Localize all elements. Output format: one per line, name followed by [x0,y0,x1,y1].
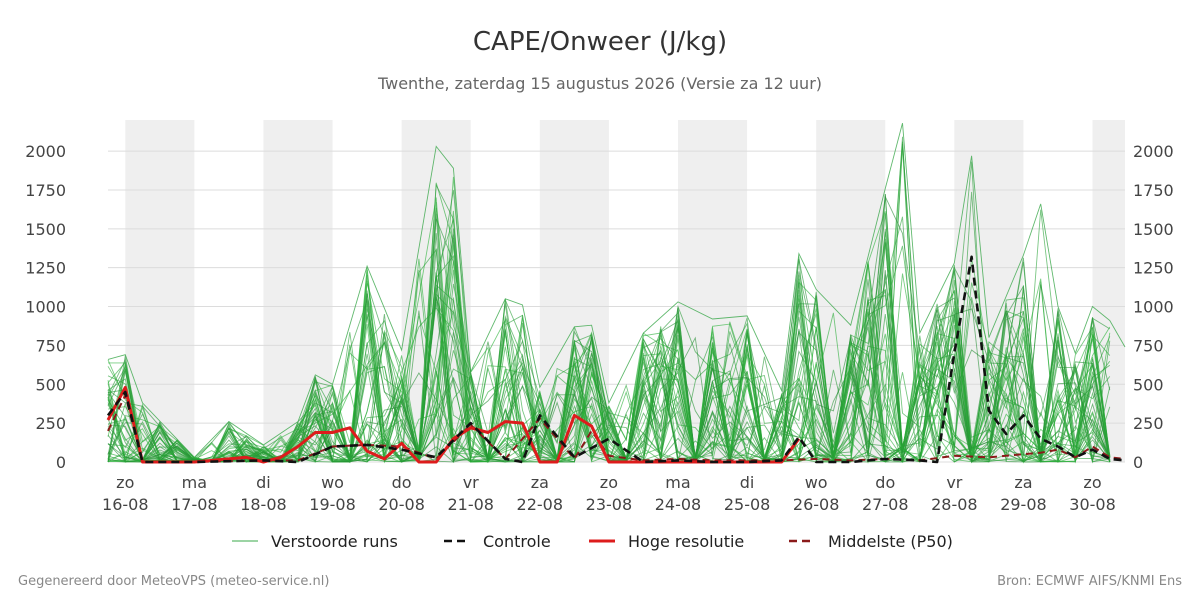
x-tick-day: do [392,473,412,492]
legend: Verstoorde runs Controle Hoge resolutie Mid… [232,532,953,551]
y-tick-label: 2000 [25,142,66,161]
x-tick-day: ma [665,473,690,492]
y-tick-label: 1750 [25,181,66,200]
x-tick-day: zo [1083,473,1101,492]
x-axis: zo 16-08 ma 17-08 di 18-08 wo 19-08 do 20-08 vr 21-… [102,473,1116,514]
x-tick-day: vr [463,473,479,492]
x-tick-day: za [531,473,549,492]
y-tick-label: 1250 [25,259,66,278]
footer-credit: Gegenereerd door MeteoVPS (meteo-service… [18,574,329,589]
x-tick-date: 22-08 [517,495,564,514]
x-tick-date: 16-08 [102,495,149,514]
x-tick-date: 18-08 [240,495,287,514]
x-tick-date: 24-08 [655,495,702,514]
y-tick-label: 250 [1133,414,1164,433]
ensemble-member-line [107,122,1126,458]
y-tick-label: 0 [1133,453,1143,472]
legend-label: Middelste (P50) [828,532,953,551]
legend-label: Controle [483,532,551,551]
x-tick-day: di [740,473,755,492]
y-tick-label: 750 [35,336,66,355]
x-tick-day: wo [805,473,828,492]
x-tick-day: za [1014,473,1032,492]
x-tick-day: wo [321,473,344,492]
x-tick-day: ma [182,473,207,492]
legend-label: Hoge resolutie [628,532,744,551]
y-tick-label: 500 [35,375,66,394]
chart-title: CAPE/Onweer (J/kg) [473,27,727,57]
x-tick-date: 21-08 [447,495,494,514]
y-tick-label: 1500 [1133,220,1174,239]
x-tick-day: zo [600,473,618,492]
y-tick-label: 750 [1133,336,1164,355]
x-tick-date: 23-08 [586,495,633,514]
x-tick-date: 26-08 [793,495,840,514]
x-tick-day: zo [116,473,134,492]
chart-subtitle: Twenthe, zaterdag 15 augustus 2026 (Vers… [377,74,822,93]
x-tick-date: 28-08 [931,495,978,514]
y-tick-label: 1250 [1133,259,1174,278]
y-tick-label: 250 [35,414,66,433]
y-axis-right: 0 250 500 750 1000 1250 1500 1750 2000 [1133,142,1174,472]
y-tick-label: 2000 [1133,142,1174,161]
ensemble-member-line [107,202,1111,463]
legend-label: Verstoorde runs [271,532,398,551]
y-tick-label: 1750 [1133,181,1174,200]
x-tick-day: di [256,473,271,492]
x-tick-date: 20-08 [378,495,425,514]
x-tick-date: 19-08 [309,495,356,514]
footer-source: Bron: ECMWF AIFS/KNMI Ens [997,574,1182,589]
x-tick-date: 25-08 [724,495,771,514]
series-line-controle [106,255,1126,464]
x-tick-date: 27-08 [862,495,909,514]
x-tick-day: do [875,473,895,492]
main-series [106,255,1126,464]
y-tick-label: 1000 [25,298,66,317]
y-tick-label: 1500 [25,220,66,239]
y-tick-label: 0 [56,453,66,472]
x-tick-date: 29-08 [1000,495,1047,514]
y-axis-left: 0 250 500 750 1000 1250 1500 1750 2000 [25,142,66,472]
y-tick-label: 500 [1133,375,1164,394]
y-tick-label: 1000 [1133,298,1174,317]
x-tick-day: vr [946,473,962,492]
x-tick-date: 17-08 [171,495,218,514]
x-tick-date: 30-08 [1069,495,1116,514]
